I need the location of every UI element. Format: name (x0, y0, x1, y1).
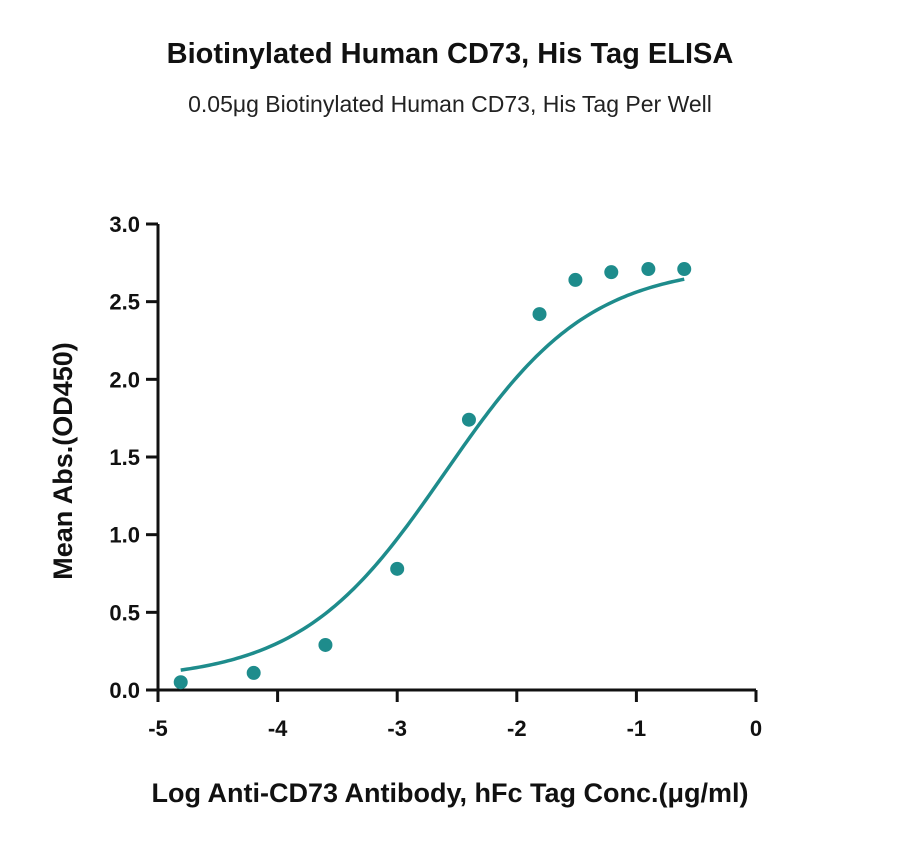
data-point (604, 265, 619, 280)
x-tick-label: -5 (148, 716, 168, 741)
data-point (461, 412, 476, 427)
x-axis-label: Log Anti-CD73 Antibody, hFc Tag Conc.(μg… (152, 778, 749, 808)
x-tick-label: -3 (387, 716, 407, 741)
chart-subtitle: 0.05μg Biotinylated Human CD73, His Tag … (188, 91, 712, 117)
data-point (390, 561, 405, 576)
y-tick-label: 2.0 (109, 367, 140, 392)
data-point (173, 675, 188, 690)
fit-curve (180, 277, 685, 672)
y-tick-label: 1.0 (109, 523, 140, 548)
chart-title: Biotinylated Human CD73, His Tag ELISA (166, 38, 734, 70)
data-point (318, 637, 333, 652)
x-tick-label: -1 (627, 716, 647, 741)
x-tick-label: -2 (507, 716, 527, 741)
y-tick-label: 0.5 (109, 600, 140, 625)
data-point (677, 262, 692, 277)
x-tick-label: 0 (750, 716, 762, 741)
data-point (246, 665, 261, 680)
y-tick-label: 2.5 (109, 290, 140, 315)
y-tick-label: 0.0 (109, 678, 140, 703)
data-points-layer (173, 262, 692, 690)
fit-curve-layer (180, 277, 685, 672)
y-axis-label: Mean Abs.(OD450) (48, 342, 78, 580)
y-tick-label: 1.5 (109, 445, 140, 470)
data-point (641, 262, 656, 277)
x-tick-label: -4 (268, 716, 288, 741)
y-tick-label: 3.0 (109, 212, 140, 237)
data-point (568, 272, 583, 287)
axes: 0.0 0.5 1.0 1.5 2.0 2.5 3.0 -5 -4 -3 -2 -1 0 (109, 212, 762, 741)
data-point (532, 307, 547, 322)
